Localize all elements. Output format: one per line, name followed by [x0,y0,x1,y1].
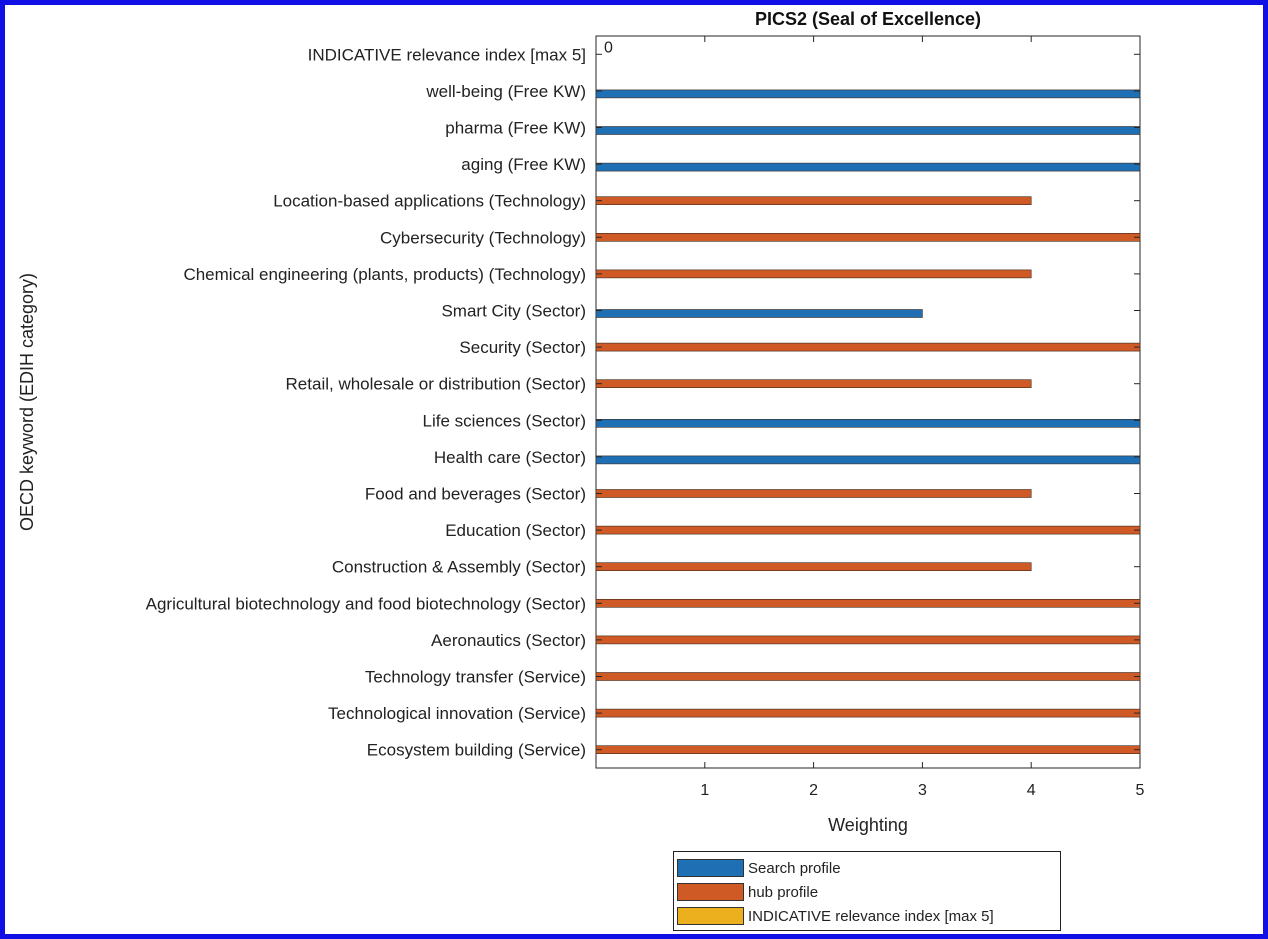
data-label-0: 0 [604,39,613,56]
category-label-6: Chemical engineering (plants, products) … [183,265,586,284]
bar-category-7 [595,309,923,318]
bar-category-9 [595,379,1032,389]
x-tick-label-4: 5 [1136,782,1145,799]
plot-area [595,35,1141,769]
bar-category-5 [595,233,1141,242]
legend-entry-search-profile: Search profile [677,856,1057,880]
category-label-17: Technology transfer (Service) [365,668,586,687]
y-axis-label: OECD keyword (EDIH category) [17,273,37,531]
chart-legend: Search profile hub profile INDICATIVE re… [673,851,1061,931]
category-label-9: Retail, wholesale or distribution (Secto… [286,375,586,394]
legend-label-hub-profile: hub profile [748,883,819,901]
bar-category-17 [595,672,1141,681]
category-label-11: Health care (Sector) [434,448,586,467]
category-label-18: Technological innovation (Service) [328,704,586,723]
bar-category-18 [595,708,1141,718]
bar-category-12 [595,489,1032,498]
legend-entry-hub-profile: hub profile [677,880,1057,904]
category-label-12: Food and beverages (Sector) [365,485,586,504]
legend-swatch-hub-profile [677,883,744,901]
bar-category-4 [595,196,1032,205]
category-label-0: INDICATIVE relevance index [max 5] [308,45,586,64]
category-label-5: Cybersecurity (Technology) [380,228,586,247]
category-labels: INDICATIVE relevance index [max 5] 0 well-… [146,39,613,759]
bar-category-13 [595,525,1141,535]
legend-entry-relevance-index: INDICATIVE relevance index [max 5] [677,904,1057,928]
legend-label-relevance-index: INDICATIVE relevance index [max 5] [748,907,994,925]
bar-category-15 [595,598,1141,608]
category-label-10: Life sciences (Sector) [423,411,586,430]
x-axis-label: Weighting [828,815,908,835]
category-label-4: Location-based applications (Technology) [273,192,586,211]
category-label-19: Ecosystem building (Service) [367,741,586,760]
legend-swatch-relevance-index [677,907,744,925]
bars-layer [595,89,1141,755]
bar-category-14 [595,562,1032,572]
category-label-15: Agricultural biotechnology and food biot… [146,594,586,613]
category-label-7: Smart City (Sector) [441,302,586,321]
bar-category-2 [595,126,1141,135]
chart-title: PICS2 (Seal of Excellence) [755,9,981,29]
x-tick-label-3: 4 [1027,782,1036,799]
legend-label-search-profile: Search profile [748,859,841,877]
category-label-8: Security (Sector) [459,338,586,357]
bar-category-19 [595,745,1141,755]
category-label-3: aging (Free KW) [461,155,586,174]
bar-category-8 [595,342,1141,352]
bar-category-1 [595,89,1141,99]
category-label-14: Construction & Assembly (Sector) [332,558,586,577]
legend-swatch-search-profile [677,859,744,877]
x-tick-label-1: 2 [809,782,818,799]
bar-category-16 [595,635,1141,645]
category-label-2: pharma (Free KW) [445,119,586,138]
category-label-13: Education (Sector) [445,521,586,540]
category-label-16: Aeronautics (Sector) [431,631,586,650]
category-label-1: well-being (Free KW) [425,82,586,101]
x-tick-label-2: 3 [918,782,927,799]
bar-category-10 [595,418,1141,428]
bar-category-6 [595,269,1032,279]
bar-category-3 [595,162,1141,172]
x-tick-label-0: 1 [700,782,709,799]
bar-category-11 [595,455,1141,465]
ticks-layer: 1 2 3 4 5 [596,36,1145,799]
